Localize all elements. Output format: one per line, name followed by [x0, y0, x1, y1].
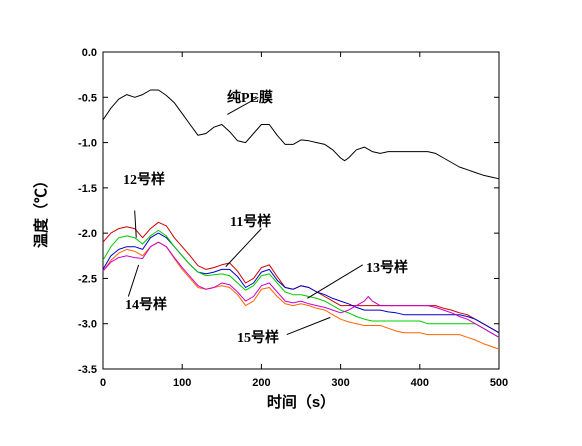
annotation-label: 纯PE膜 [227, 89, 273, 106]
x-axis-title: 时间（s） [267, 393, 335, 411]
y-tick-label: -2.5 [78, 273, 97, 285]
series-line [102, 89, 500, 180]
series-line [102, 229, 500, 338]
annotation-leader [127, 264, 140, 297]
y-tick-label: -1.0 [78, 138, 97, 150]
y-tick-label: -3.0 [78, 319, 97, 331]
annotation-label: 13号样 [366, 259, 408, 276]
y-tick-label: -2.0 [78, 228, 97, 240]
y-axis-title: 温度（℃） [32, 173, 50, 248]
annotation-leader [286, 316, 331, 336]
x-tick-label: 200 [252, 377, 270, 389]
annotation-label: 12号样 [123, 171, 165, 188]
x-tick-label: 300 [331, 377, 349, 389]
annotation-leader [227, 96, 259, 115]
annotation-leader [134, 210, 137, 238]
y-tick-label: -1.5 [78, 183, 97, 195]
y-tick-label: -3.5 [78, 364, 97, 376]
series-line [102, 232, 500, 334]
annotation-label: 14号样 [125, 296, 167, 313]
series-group [102, 89, 500, 350]
annotation-label: 11号样 [230, 213, 271, 230]
series-line [102, 221, 500, 334]
y-tick-label: 0.0 [82, 47, 97, 59]
y-tick-label: -0.5 [78, 92, 97, 104]
x-tick-label: 100 [173, 377, 191, 389]
x-tick-label: 500 [490, 377, 508, 389]
x-tick-label: 400 [411, 377, 429, 389]
annotation-leader [307, 264, 364, 299]
annotation-leader [225, 228, 262, 267]
series-line [102, 241, 500, 338]
x-tick-label: 0 [100, 377, 106, 389]
annotation-label: 15号样 [237, 329, 279, 346]
series-line [102, 241, 500, 350]
plot-frame [102, 51, 500, 370]
